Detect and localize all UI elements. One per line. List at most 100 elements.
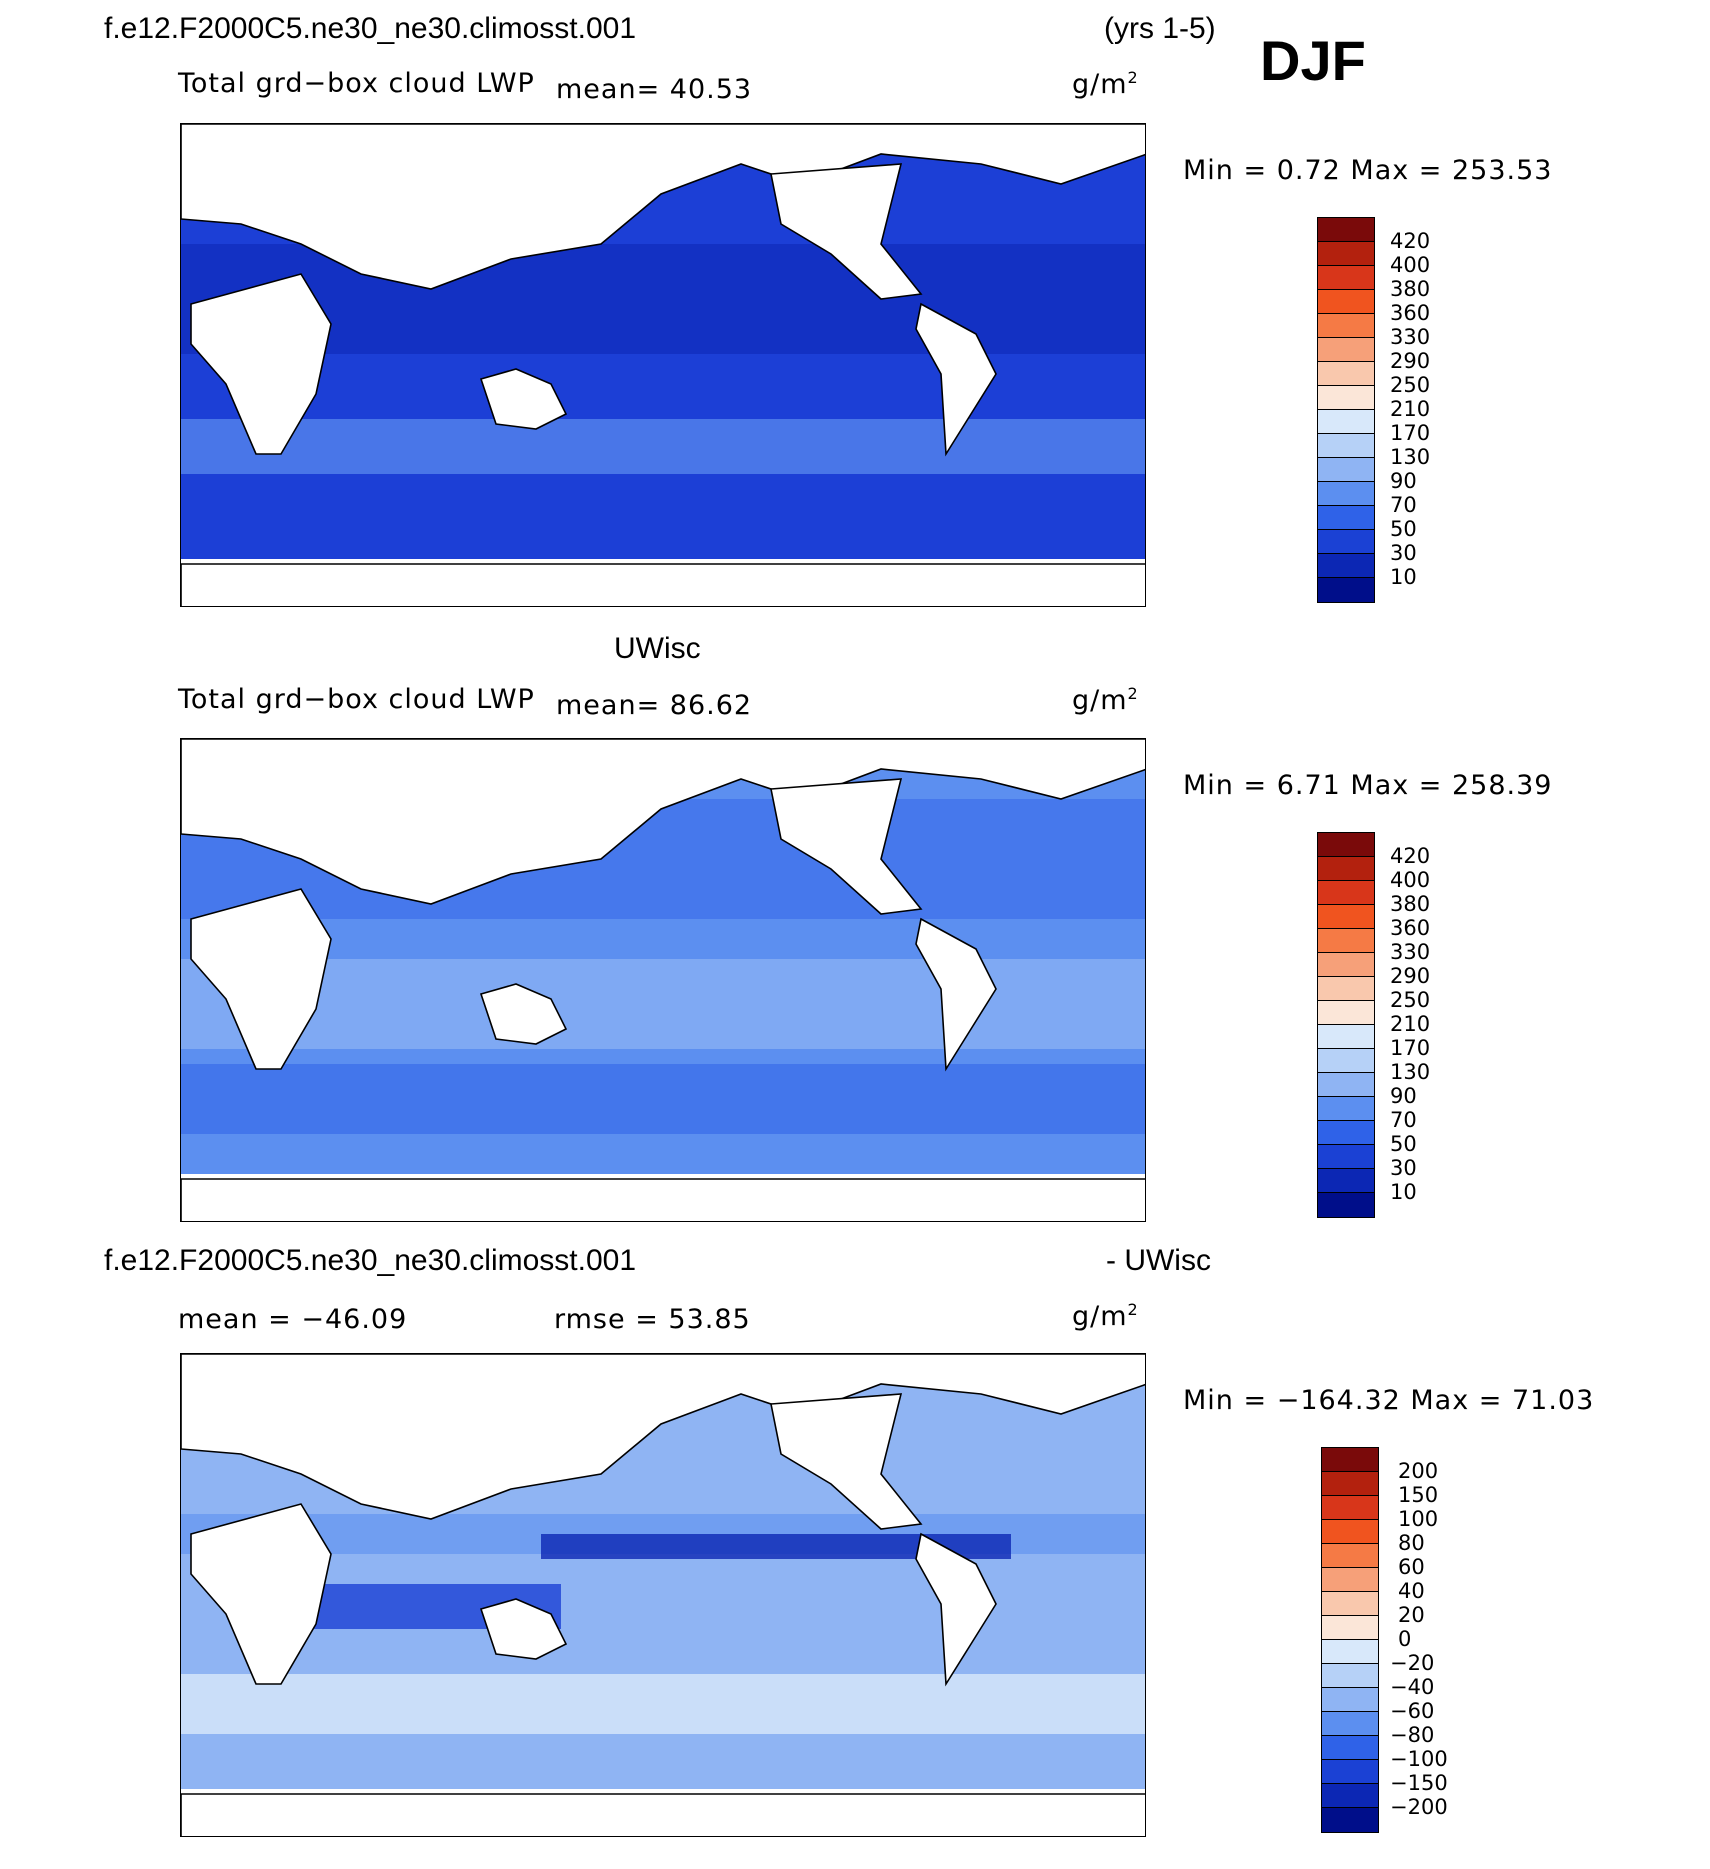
colorbar-tick-label: −80 — [1390, 1723, 1435, 1747]
colorbar-tick-label: −40 — [1390, 1675, 1435, 1699]
panel3-minmax: Min = −164.32 Max = 71.03 — [1183, 1385, 1595, 1416]
colorbar-tick-label: 200 — [1398, 1459, 1439, 1483]
panel1-minmax: Min = 0.72 Max = 253.53 — [1183, 155, 1553, 186]
colorbar-tick-label: 330 — [1390, 325, 1431, 349]
colorbar-tick-label: 360 — [1390, 916, 1431, 940]
colorbar-tick-label: 210 — [1390, 1012, 1431, 1036]
colorbar-swatch — [1318, 833, 1374, 857]
colorbar-swatch — [1318, 578, 1374, 602]
colorbar-tick-label: 210 — [1390, 397, 1431, 421]
panel2-title: UWisc — [614, 632, 701, 665]
colorbar-tick-label: 90 — [1390, 1084, 1417, 1108]
panel2-units: g/m2 — [1072, 684, 1139, 716]
years-label: (yrs 1-5) — [1104, 12, 1216, 45]
colorbar-tick-label: 330 — [1390, 940, 1431, 964]
colorbar-swatch — [1318, 362, 1374, 386]
colorbar-tick-label: 70 — [1390, 493, 1417, 517]
colorbar-swatch — [1318, 482, 1374, 506]
colorbar-swatch — [1318, 410, 1374, 434]
colorbar-tick-label: 90 — [1390, 469, 1417, 493]
colorbar-tick-label: 70 — [1390, 1108, 1417, 1132]
panel1-map — [180, 123, 1146, 607]
colorbar-swatch — [1318, 953, 1374, 977]
colorbar-tick-label: 60 — [1398, 1555, 1425, 1579]
colorbar-swatch — [1318, 458, 1374, 482]
panel3-title-right: - UWisc — [1106, 1244, 1211, 1277]
panel2-mean: mean= 86.62 — [556, 690, 753, 721]
colorbar-tick-label: 30 — [1390, 1156, 1417, 1180]
colorbar-swatch — [1318, 1001, 1374, 1025]
colorbar-swatch — [1318, 977, 1374, 1001]
colorbar-tick-label: 130 — [1390, 1060, 1431, 1084]
season-label: DJF — [1260, 29, 1366, 92]
colorbar-swatch — [1318, 434, 1374, 458]
colorbar-tick-label: 10 — [1390, 1180, 1417, 1204]
colorbar-swatch — [1318, 1049, 1374, 1073]
colorbar-tick-label: 420 — [1390, 229, 1431, 253]
colorbar-tick-label: 170 — [1390, 421, 1431, 445]
colorbar-swatch — [1322, 1592, 1378, 1616]
colorbar-tick-label: 150 — [1398, 1483, 1439, 1507]
panel3-colorbar — [1321, 1447, 1379, 1833]
panel1-mean: mean= 40.53 — [556, 74, 753, 105]
colorbar-swatch — [1322, 1544, 1378, 1568]
colorbar-swatch — [1322, 1664, 1378, 1688]
colorbar-tick-label: 250 — [1390, 988, 1431, 1012]
panel3-title-left: f.e12.F2000C5.ne30_ne30.climosst.001 — [104, 1244, 637, 1277]
colorbar-tick-label: −100 — [1390, 1747, 1448, 1771]
colorbar-tick-label: 170 — [1390, 1036, 1431, 1060]
panel3-mean: mean = −46.09 — [178, 1304, 408, 1335]
colorbar-swatch — [1322, 1712, 1378, 1736]
colorbar-swatch — [1322, 1448, 1378, 1472]
panel3-map — [180, 1353, 1146, 1837]
colorbar-swatch — [1318, 929, 1374, 953]
colorbar-swatch — [1318, 386, 1374, 410]
colorbar-swatch — [1322, 1568, 1378, 1592]
colorbar-swatch — [1318, 218, 1374, 242]
colorbar-swatch — [1318, 1121, 1374, 1145]
colorbar-swatch — [1318, 1193, 1374, 1217]
colorbar-tick-label: −200 — [1390, 1795, 1448, 1819]
colorbar-swatch — [1318, 1097, 1374, 1121]
colorbar-tick-label: 0 — [1398, 1627, 1412, 1651]
colorbar-swatch — [1318, 1025, 1374, 1049]
colorbar-swatch — [1318, 1145, 1374, 1169]
panel2-map — [180, 738, 1146, 1222]
colorbar-swatch — [1318, 266, 1374, 290]
panel1-colorbar — [1317, 217, 1375, 603]
panel1-units: g/m2 — [1072, 68, 1139, 100]
colorbar-swatch — [1318, 530, 1374, 554]
colorbar-tick-label: 360 — [1390, 301, 1431, 325]
colorbar-tick-label: 130 — [1390, 445, 1431, 469]
colorbar-swatch — [1318, 506, 1374, 530]
colorbar-swatch — [1322, 1640, 1378, 1664]
colorbar-tick-label: 100 — [1398, 1507, 1439, 1531]
colorbar-swatch — [1322, 1472, 1378, 1496]
colorbar-swatch — [1322, 1496, 1378, 1520]
colorbar-swatch — [1322, 1736, 1378, 1760]
colorbar-swatch — [1322, 1616, 1378, 1640]
colorbar-swatch — [1318, 1169, 1374, 1193]
colorbar-swatch — [1322, 1760, 1378, 1784]
colorbar-swatch — [1318, 1073, 1374, 1097]
case-title: f.e12.F2000C5.ne30_ne30.climosst.001 — [104, 12, 637, 45]
colorbar-tick-label: 30 — [1390, 541, 1417, 565]
colorbar-swatch — [1318, 338, 1374, 362]
colorbar-swatch — [1322, 1784, 1378, 1808]
colorbar-tick-label: 50 — [1390, 517, 1417, 541]
colorbar-tick-label: 290 — [1390, 964, 1431, 988]
colorbar-tick-label: 420 — [1390, 844, 1431, 868]
colorbar-tick-label: 40 — [1398, 1579, 1425, 1603]
colorbar-swatch — [1318, 290, 1374, 314]
colorbar-tick-label: −20 — [1390, 1651, 1435, 1675]
colorbar-tick-label: 400 — [1390, 253, 1431, 277]
colorbar-tick-label: −150 — [1390, 1771, 1448, 1795]
panel2-colorbar — [1317, 832, 1375, 1218]
colorbar-tick-label: 380 — [1390, 892, 1431, 916]
colorbar-swatch — [1322, 1688, 1378, 1712]
colorbar-swatch — [1318, 857, 1374, 881]
colorbar-tick-label: 50 — [1390, 1132, 1417, 1156]
colorbar-swatch — [1318, 242, 1374, 266]
panel2-variable: Total grd−box cloud LWP — [178, 684, 535, 715]
colorbar-swatch — [1318, 881, 1374, 905]
